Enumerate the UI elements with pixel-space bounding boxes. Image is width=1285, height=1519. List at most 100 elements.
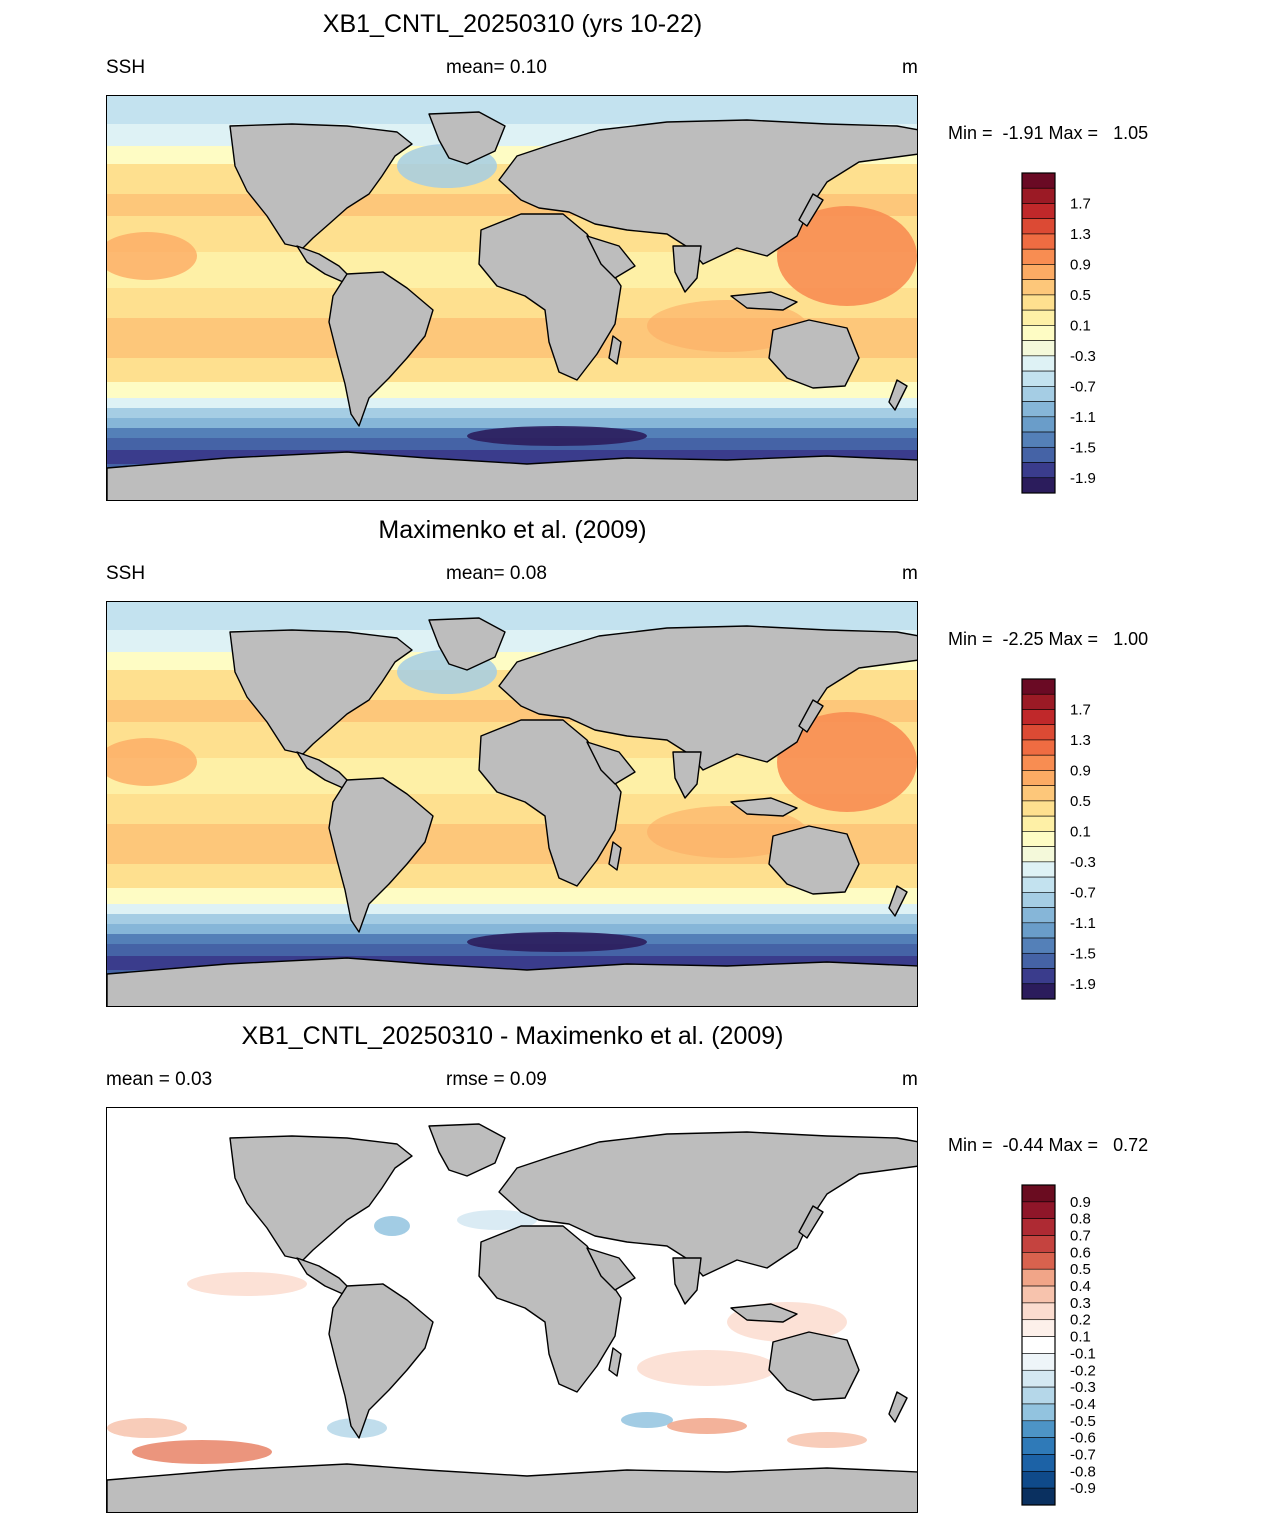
colorbar-swatch <box>1021 1386 1056 1405</box>
colorbar-tick-label: 0.9 <box>1070 1194 1091 1211</box>
colorbar-swatch <box>1021 876 1056 893</box>
colorbar-swatch <box>1021 907 1056 924</box>
panel-title: XB1_CNTL_20250310 (yrs 10-22) <box>322 10 703 38</box>
colorbar-swatch <box>1021 1420 1056 1438</box>
ssh-difference-map <box>106 1107 918 1513</box>
colorbar-swatch <box>1021 770 1056 786</box>
panel-observation: Maximenko et al. (2009) SSH mean= 0.08 m… <box>0 506 1285 1012</box>
colorbar-swatch <box>1021 1403 1056 1422</box>
colorbar-tick-label: 0.8 <box>1070 1211 1091 1228</box>
colorbar-tick-label: 0.1 <box>1070 317 1091 334</box>
colorbar-swatch <box>1021 1268 1056 1287</box>
colorbar-tick-label: -0.3 <box>1070 348 1096 365</box>
colorbar-swatch <box>1021 416 1056 433</box>
colorbar-swatch <box>1021 187 1056 204</box>
min-max-label: Min = -0.44 Max = 0.72 <box>948 1135 1149 1155</box>
colorbar-tick-label: 0.6 <box>1070 1244 1091 1261</box>
colorbar: 0.9 0.8 0.7 0.6 0.5 0.4 0.3 0.2 0.1 -0.1 -0.2 -0.3-… <box>1021 1184 1162 1506</box>
colorbar-swatch <box>1021 248 1056 265</box>
units-label: m <box>902 57 918 78</box>
landmass <box>768 1331 860 1401</box>
colorbar-swatch <box>1021 1437 1056 1455</box>
colorbar-tick-label: -0.7 <box>1070 884 1096 901</box>
landmass <box>888 885 908 917</box>
units-label: m <box>902 563 918 584</box>
rmse-label: rmse = 0.09 <box>446 1069 547 1090</box>
landmass <box>107 1463 917 1512</box>
colorbar-swatch <box>1021 340 1056 357</box>
colorbar-swatch <box>1021 279 1056 296</box>
colorbar-swatch <box>1021 1184 1056 1203</box>
landmass <box>328 271 434 427</box>
landmass <box>229 123 413 249</box>
colorbar-tick-label: 0.4 <box>1070 1278 1091 1295</box>
landmass <box>107 957 917 1006</box>
colorbar: 1.7 1.3 0.9 0.5 0.1 -0.3 -0.7 -1.1 -1.5 -1.9 <box>1021 678 1162 1000</box>
colorbar-swatch <box>1021 1201 1056 1219</box>
colorbar-tick-label: 1.3 <box>1070 226 1091 243</box>
colorbar-swatch <box>1021 1454 1056 1472</box>
colorbar-swatch <box>1021 477 1056 494</box>
colorbar-swatch <box>1021 370 1056 387</box>
colorbar-tick-label: -0.3 <box>1070 854 1096 871</box>
landmass <box>586 235 636 279</box>
colorbar-tick-label: -1.5 <box>1070 439 1096 456</box>
colorbar-tick-label: 0.3 <box>1070 1295 1091 1312</box>
landmass <box>229 629 413 755</box>
landmass <box>608 1347 622 1377</box>
colorbar-swatch <box>1021 172 1056 189</box>
colorbar-swatch <box>1021 678 1056 695</box>
variable-label: SSH <box>106 57 146 78</box>
colorbar-swatch <box>1021 1302 1056 1321</box>
colorbar-tick-label: -1.9 <box>1070 470 1096 487</box>
landmass <box>608 335 622 365</box>
colorbar-swatch <box>1021 1252 1056 1270</box>
colorbar-swatch <box>1021 800 1056 817</box>
landmass <box>229 1135 413 1261</box>
colorbar-tick-label: 0.2 <box>1070 1312 1091 1329</box>
colorbar-tick-label: 1.3 <box>1070 732 1091 749</box>
mean-label: mean = 0.03 <box>106 1069 213 1090</box>
colorbar-tick-label: -1.1 <box>1070 409 1096 426</box>
landmass <box>888 379 908 411</box>
colorbar-tick-label: 0.7 <box>1070 1228 1091 1245</box>
landmass <box>428 1123 506 1177</box>
colorbar-swatch <box>1021 1353 1056 1371</box>
min-max-label: Min = -2.25 Max = 1.00 <box>948 629 1149 649</box>
colorbar-tick-label: -1.9 <box>1070 976 1096 993</box>
colorbar-tick-label: 0.9 <box>1070 762 1091 779</box>
landmass <box>328 777 434 933</box>
landmass <box>478 1225 622 1393</box>
colorbar-swatch <box>1021 203 1056 220</box>
landmass <box>730 1303 798 1323</box>
landmass <box>672 1257 702 1305</box>
landmass <box>730 797 798 817</box>
colorbar-swatch <box>1021 355 1056 372</box>
ssh-map <box>106 95 918 501</box>
colorbar-tick-label: -0.1 <box>1070 1345 1096 1362</box>
colorbar-swatch <box>1021 1487 1056 1506</box>
landmass <box>798 193 824 227</box>
colorbar-tick-label: -1.1 <box>1070 915 1096 932</box>
min-max-label: Min = -1.91 Max = 1.05 <box>948 123 1149 143</box>
colorbar-tick-label: -0.7 <box>1070 378 1096 395</box>
colorbar-swatch <box>1021 937 1056 954</box>
colorbar-swatch <box>1021 462 1056 479</box>
colorbar-tick-label: -0.2 <box>1070 1362 1096 1379</box>
landmass <box>608 841 622 871</box>
colorbar-tick-label: 0.5 <box>1070 1261 1091 1278</box>
colorbar-tick-label: -0.6 <box>1070 1430 1096 1447</box>
landmass <box>328 1283 434 1439</box>
colorbar: 1.7 1.3 0.9 0.5 0.1 -0.3 -0.7 -1.1 -1.5 -1.9 <box>1021 172 1162 494</box>
colorbar-swatch <box>1021 785 1056 802</box>
colorbar-tick-label: 0.5 <box>1070 287 1091 304</box>
landmass <box>428 617 506 671</box>
landmass <box>798 1205 824 1239</box>
colorbar-swatch <box>1021 1235 1056 1253</box>
colorbar-swatch <box>1021 831 1056 847</box>
landmass <box>478 213 622 381</box>
colorbar-swatch <box>1021 846 1056 863</box>
colorbar-swatch <box>1021 1471 1056 1489</box>
colorbar-swatch <box>1021 892 1056 908</box>
colorbar-tick-label: -0.7 <box>1070 1446 1096 1463</box>
